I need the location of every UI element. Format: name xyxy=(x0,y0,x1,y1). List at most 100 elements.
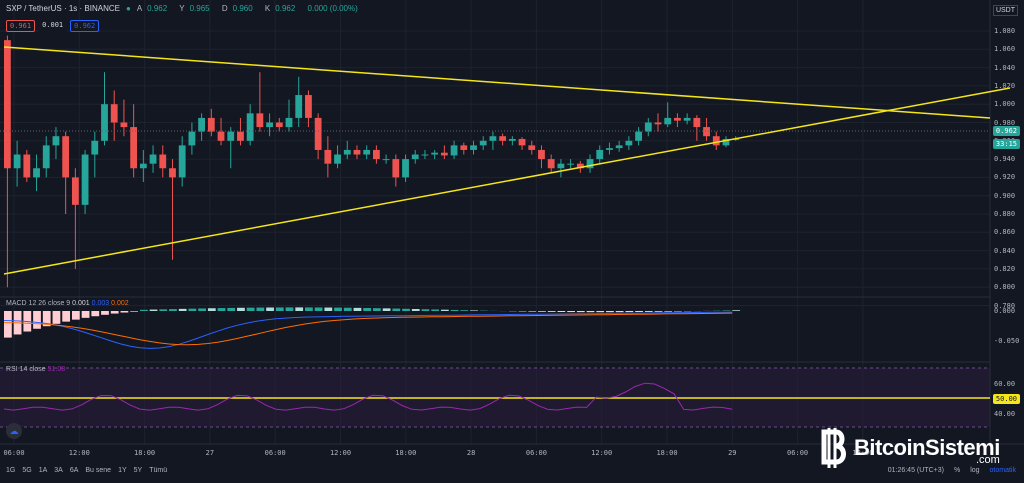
range-button[interactable]: 1A xyxy=(38,467,48,474)
range-button[interactable]: 6A xyxy=(69,467,79,474)
chart-header: SXP / TetherUS · 1s · BINANCE ● A 0.962 Y… xyxy=(6,4,363,13)
macd-bar xyxy=(664,311,673,312)
macd-bar xyxy=(149,309,158,311)
candle-body xyxy=(693,117,701,128)
macd-bar xyxy=(450,309,459,311)
cloud-icon[interactable]: ☁ xyxy=(6,423,22,439)
macd-bar xyxy=(42,311,51,327)
range-button[interactable]: 5Y xyxy=(133,467,143,474)
clock-readout[interactable]: 01:26:45 (UTC+3) xyxy=(887,467,944,474)
candle-body xyxy=(285,117,293,128)
macd-bar xyxy=(460,310,469,311)
candle-body xyxy=(4,40,11,169)
candle-body xyxy=(567,163,575,165)
candle-body xyxy=(237,131,244,141)
macd-bar xyxy=(217,308,226,311)
range-button[interactable]: 1Y xyxy=(118,467,127,474)
macd-bar xyxy=(334,307,342,311)
price-axis-label: 0.860 xyxy=(994,228,1016,237)
percent-toggle[interactable]: % xyxy=(953,467,961,474)
macd-bar xyxy=(207,308,216,311)
price-axis-label: 0.980 xyxy=(994,118,1016,127)
auto-toggle[interactable]: otomatik xyxy=(989,467,1016,474)
macd-bar xyxy=(722,310,731,311)
macd-bar xyxy=(120,311,129,313)
macd-bar xyxy=(373,308,381,311)
bottom-right-controls: 01:26:45 (UTC+3) % log otomatik xyxy=(888,467,1016,474)
macd-bar xyxy=(547,311,556,312)
candle-body xyxy=(547,159,555,169)
candle-body xyxy=(207,117,215,132)
watermark-domain: .com xyxy=(975,454,1000,466)
macd-bar xyxy=(596,311,605,313)
candle-body xyxy=(538,149,545,160)
macd-bar xyxy=(353,307,362,311)
time-axis-label: 12:00 xyxy=(591,449,613,457)
time-axis-label: 18:00 xyxy=(395,449,417,457)
candle-body xyxy=(392,159,400,178)
watermark-brand: BitcoinSistemi xyxy=(854,435,1000,460)
currency-button[interactable]: USDT xyxy=(992,5,1018,16)
last-price-tag: 0.962 xyxy=(992,126,1020,136)
range-button[interactable]: 1G xyxy=(6,467,16,474)
macd-bar xyxy=(101,311,109,315)
price-axis-label: 1.080 xyxy=(994,27,1016,35)
macd-bar xyxy=(246,307,255,311)
candle-body xyxy=(33,168,40,178)
candle-body xyxy=(489,136,497,141)
spread-value: 0.001 xyxy=(39,20,67,32)
macd-bar xyxy=(130,311,139,312)
macd-bar xyxy=(411,308,420,311)
candle-body xyxy=(373,149,380,160)
macd-bar xyxy=(402,308,410,311)
rsi-line xyxy=(3,382,733,411)
macd-bar xyxy=(654,311,663,312)
symbol-title[interactable]: SXP / TetherUS · 1s · BINANCE xyxy=(6,4,120,13)
range-button[interactable]: 3A xyxy=(54,467,63,474)
buy-button[interactable]: 0.962 xyxy=(70,20,100,32)
range-button[interactable]: 5G xyxy=(22,467,32,474)
macd-bar xyxy=(266,307,274,311)
time-axis-label: 28 xyxy=(466,449,476,457)
time-axis-label: 27 xyxy=(205,449,215,457)
macd-bar xyxy=(178,308,187,311)
range-button[interactable]: Bu sene xyxy=(85,467,112,474)
macd-axis-0: 0.000 xyxy=(994,307,1016,315)
macd-bar xyxy=(275,307,284,311)
close-value: 0.962 xyxy=(275,4,296,13)
market-open-dot-icon: ● xyxy=(125,4,131,13)
macd-bar xyxy=(314,307,323,311)
change-value: 0.000 (0.00%) xyxy=(307,4,358,13)
candle-body xyxy=(508,138,516,141)
candle-body xyxy=(324,149,332,164)
range-button[interactable]: Tümü xyxy=(149,467,168,474)
price-axis-label: 1.040 xyxy=(994,63,1016,72)
candle-body xyxy=(644,122,652,132)
macd-bar xyxy=(557,311,566,312)
price-axis-label: 0.900 xyxy=(994,191,1016,200)
upper-trendline xyxy=(3,46,991,119)
candle-body xyxy=(52,136,60,146)
candle-body xyxy=(169,168,176,178)
order-pills: 0.961 0.001 0.962 xyxy=(6,20,100,32)
macd-bar xyxy=(644,311,653,312)
candle-body xyxy=(217,131,225,141)
log-toggle[interactable]: log xyxy=(970,467,980,474)
candle-body xyxy=(343,149,351,155)
sell-button[interactable]: 0.961 xyxy=(6,20,36,32)
macd-bar xyxy=(470,310,478,311)
signal-line xyxy=(3,312,733,346)
candle-body xyxy=(91,140,99,155)
time-axis-label: 06:00 xyxy=(3,449,25,457)
macd-signal-value: 0.002 xyxy=(111,300,129,307)
macd-legend[interactable]: MACD 12 26 close 9 0.001 0.003 0.002 xyxy=(6,300,129,307)
candle-body xyxy=(625,140,633,146)
candles xyxy=(4,35,740,288)
time-axis-label: 06:00 xyxy=(264,449,286,457)
rsi-axis-1: 40.00 xyxy=(994,410,1016,418)
candle-body xyxy=(499,136,507,141)
rsi-legend[interactable]: RSI 14 close 51.08 xyxy=(6,366,65,373)
macd-hist-value: 0.001 xyxy=(72,300,90,307)
candle-body xyxy=(227,131,235,141)
